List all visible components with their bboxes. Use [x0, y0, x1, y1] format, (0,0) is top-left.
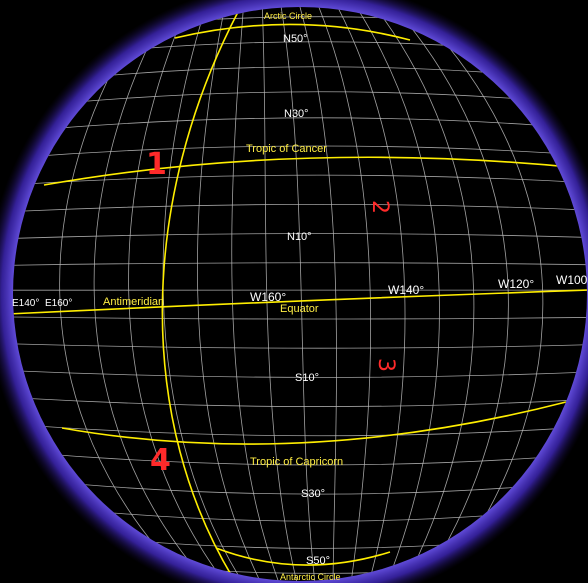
arctic-circle-label: Arctic Circle [264, 11, 312, 21]
lat-label-n50: N50° [283, 33, 308, 45]
annotation-mark-2: 2 [367, 200, 392, 214]
parallel-line [13, 117, 587, 134]
lon-label-e140: E140° [12, 298, 39, 309]
meridian-line [333, 7, 406, 581]
meridian-line [261, 7, 298, 581]
annotation-mark-4: 4 [150, 443, 171, 478]
parallel-line [13, 423, 587, 437]
lon-label-w160: W160° [250, 290, 286, 304]
meridian-line [231, 7, 280, 581]
parallel-line [13, 262, 587, 266]
parallel-line [13, 203, 587, 213]
tropic-of-cancer-line [43, 156, 581, 186]
antimeridian-label: Antimeridian [103, 296, 164, 308]
meridian-line [351, 7, 440, 581]
parallel-line [13, 145, 587, 160]
parallel-line [13, 343, 587, 349]
lon-label-w120: W120° [498, 277, 534, 291]
parallel-line [13, 449, 587, 466]
lon-label-w140: W140° [388, 283, 424, 297]
meridian-line [297, 7, 337, 581]
tropic-of-cancer-label: Tropic of Cancer [246, 143, 327, 155]
lon-label-e160: E160° [45, 298, 72, 309]
parallel-line [13, 369, 587, 378]
lon-label-w100: W100 [556, 273, 588, 287]
annotation-mark-1: 1 [146, 147, 167, 182]
meridian-line [315, 7, 372, 581]
lat-label-s10: S10° [295, 372, 319, 384]
lat-label-s50: S50° [306, 555, 330, 567]
antimeridian-line [161, 11, 239, 581]
meridian-line [387, 7, 509, 581]
equator-line [13, 289, 587, 315]
tropic-of-capricorn-line [61, 401, 567, 445]
special-lines [13, 11, 587, 581]
equator-label: Equator [280, 303, 319, 315]
meridian-line [197, 7, 262, 581]
meridian-line [93, 7, 208, 581]
parallel-line [13, 396, 587, 407]
lat-label-s30: S30° [301, 488, 325, 500]
tropic-of-capricorn-label: Tropic of Capricorn [250, 456, 343, 468]
lat-label-n10: N10° [287, 231, 312, 243]
lat-label-n30: N30° [284, 108, 309, 120]
parallel-line [13, 316, 587, 320]
globe-sphere[interactable] [13, 7, 587, 581]
parallel-line [13, 233, 587, 240]
meridian-line [405, 7, 544, 581]
meridian-line [279, 7, 316, 581]
antarctic-circle-label: Antarctic Circle [280, 572, 341, 582]
annotation-mark-3: 3 [373, 358, 398, 372]
meridians [59, 7, 544, 581]
antarctic-circle-line [215, 547, 391, 566]
arctic-circle-line [174, 23, 411, 41]
meridian-line [128, 7, 226, 581]
